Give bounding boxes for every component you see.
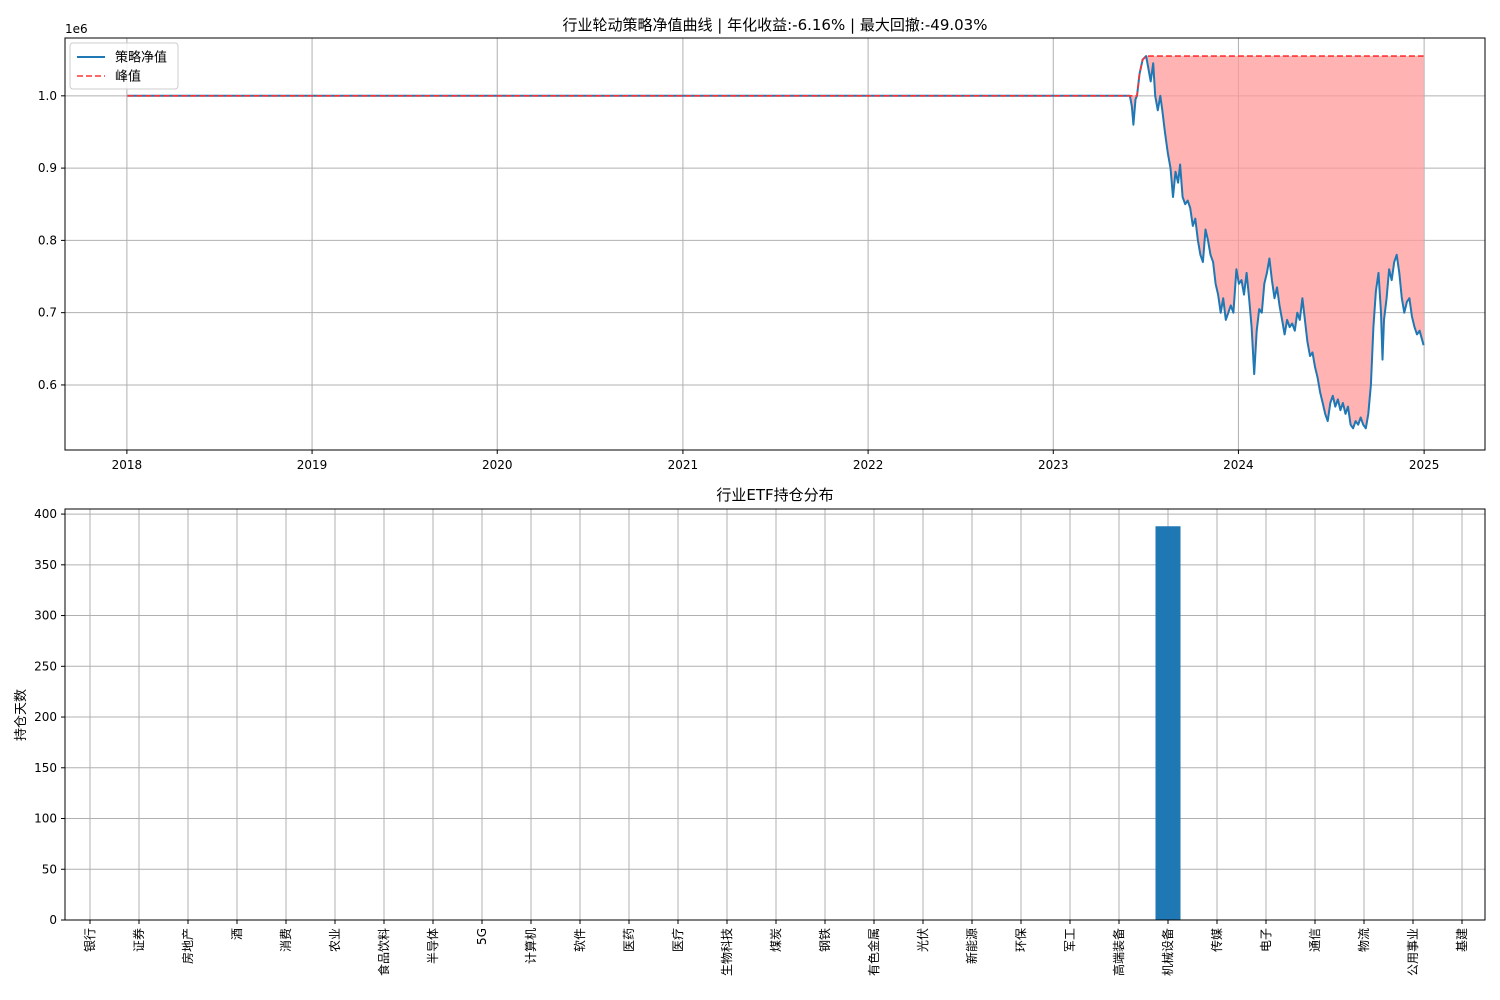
x-tick-label: 新能源 (964, 928, 979, 964)
x-tick-label: 环保 (1014, 928, 1028, 952)
x-tick-label: 2021 (668, 458, 699, 472)
legend-label-peak: 峰值 (115, 69, 141, 85)
x-tick-label: 2025 (1409, 458, 1440, 472)
net-value-chart-y-ticks: 0.6 0.7 0.8 0.9 1.0 (38, 89, 65, 392)
x-tick-label: 煤炭 (769, 928, 783, 952)
x-tick-label: 机械设备 (1160, 928, 1175, 976)
legend-box (69, 42, 179, 90)
holding-distribution-chart-title: 行业ETF持仓分布 (716, 486, 833, 504)
net-value-chart-frame (64, 37, 1486, 451)
holding-chart-x-ticks: 银行 证券 房地产 酒 消费 农业 食品饮料 半导体 5G 计算机 软件 医药 医疗 生物科技 煤炭 钢铁 有色… (83, 920, 1469, 976)
y-tick-label: 250 (34, 659, 57, 673)
x-tick-label: 高端装备 (1111, 928, 1126, 976)
y-tick-label: 300 (34, 609, 57, 623)
y-tick-label: 400 (34, 507, 57, 521)
x-tick-label: 传媒 (1209, 928, 1224, 952)
y-tick-label: 100 (34, 812, 57, 826)
x-tick-label: 证券 (131, 928, 146, 952)
net-value-chart-x-ticks: 2018 2019 2020 2021 2022 2023 2024 2025 (112, 450, 1440, 472)
x-tick-label: 半导体 (426, 928, 440, 964)
strategy-net-value-line (127, 55, 1425, 430)
holding-chart-bars (1155, 526, 1181, 920)
legend-label-strategy: 策略净值 (115, 50, 167, 66)
y-tick-label: 0 (49, 913, 57, 927)
x-tick-label: 基建 (1455, 928, 1469, 952)
y-tick-label: 0.8 (38, 233, 57, 247)
x-tick-label: 医疗 (671, 928, 685, 952)
legend: 策略净值 峰值 (69, 42, 179, 90)
x-tick-label: 食品饮料 (376, 928, 391, 976)
x-tick-label: 5G (475, 928, 489, 945)
x-tick-label: 军工 (1063, 928, 1077, 952)
holding-chart-frame (64, 508, 1486, 921)
x-tick-label: 计算机 (523, 928, 538, 964)
x-tick-label: 物流 (1357, 928, 1371, 952)
x-tick-label: 2018 (112, 458, 143, 472)
y-axis-offset-label: 1e6 (65, 22, 88, 36)
x-tick-label: 医药 (622, 928, 636, 952)
x-tick-label: 2019 (297, 458, 328, 472)
x-tick-label: 农业 (328, 928, 342, 952)
net-value-chart: 行业轮动策略净值曲线 | 年化收益:-6.16% | 最大回撤:-49.03% … (38, 16, 1486, 472)
net-value-chart-title: 行业轮动策略净值曲线 | 年化收益:-6.16% | 最大回撤:-49.03% (563, 16, 988, 34)
x-tick-label: 有色金属 (866, 928, 881, 976)
x-tick-label: 2020 (482, 458, 513, 472)
bar-机械设备 (1155, 526, 1181, 920)
y-tick-label: 0.9 (38, 161, 57, 175)
x-tick-label: 光伏 (916, 928, 930, 952)
y-tick-label: 150 (34, 761, 57, 775)
drawdown-fill (127, 56, 1424, 429)
y-tick-label: 1.0 (38, 89, 57, 103)
peak-value-line (127, 55, 1424, 97)
x-tick-label: 消费 (279, 928, 293, 952)
x-tick-label: 电子 (1259, 928, 1273, 952)
holding-distribution-chart: 行业ETF持仓分布 银行 证券 房地产 酒 消费 农业 食品饮料 半导体 5G 计算机 软件 医药 医疗… (14, 486, 1486, 976)
x-tick-label: 房地产 (180, 928, 195, 964)
y-tick-label: 0.7 (38, 306, 57, 320)
y-tick-label: 0.6 (38, 378, 57, 392)
x-tick-label: 钢铁 (818, 928, 832, 952)
holding-chart-y-axis-label: 持仓天数 (14, 689, 29, 741)
y-tick-label: 50 (42, 862, 57, 876)
x-tick-label: 2023 (1038, 458, 1069, 472)
y-tick-label: 350 (34, 558, 57, 572)
x-tick-label: 通信 (1308, 928, 1322, 952)
holding-chart-grid (65, 509, 1485, 921)
x-tick-label: 软件 (573, 928, 587, 952)
x-tick-label: 银行 (83, 928, 97, 952)
x-tick-label: 2024 (1223, 458, 1254, 472)
holding-chart-y-ticks: 0 50 100 150 200 250 300 350 400 (34, 507, 65, 927)
net-value-chart-lines (127, 55, 1425, 430)
x-tick-label: 2022 (853, 458, 884, 472)
x-tick-label: 公用事业 (1406, 928, 1420, 976)
y-tick-label: 200 (34, 710, 57, 724)
x-tick-label: 酒 (230, 928, 244, 940)
x-tick-label: 生物科技 (720, 928, 734, 976)
